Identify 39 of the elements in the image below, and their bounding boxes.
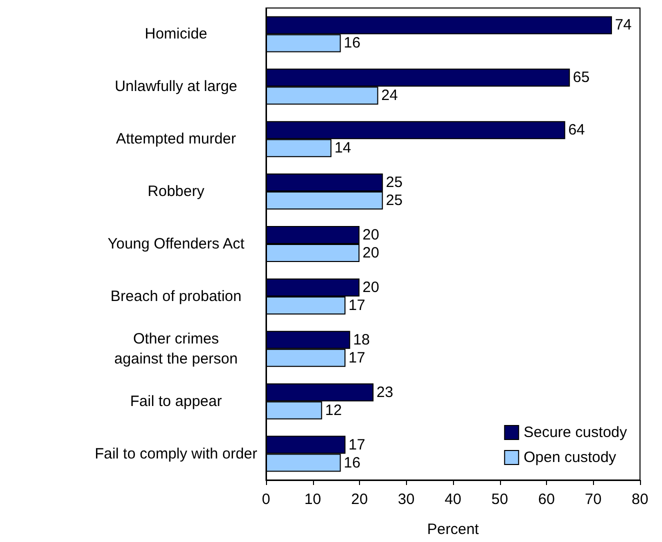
data-label: 16 (344, 454, 360, 472)
x-tick-label: 80 (632, 491, 648, 508)
x-tick-label: 10 (304, 491, 322, 508)
x-tick-label: 0 (262, 491, 270, 508)
data-label: 74 (614, 16, 632, 34)
data-label: 25 (386, 192, 403, 210)
x-tick-label: 30 (398, 491, 415, 508)
data-label: 17 (348, 296, 366, 314)
x-axis-title: Percent (427, 521, 480, 538)
legend-label: Secure custody (524, 424, 628, 441)
data-label: 12 (325, 402, 342, 419)
data-label: 17 (348, 349, 366, 366)
y-tick-label: Other crimes against the person (114, 330, 238, 368)
y-tick-label: Fail to comply with order (94, 445, 258, 462)
x-tick-label: 40 (444, 491, 462, 508)
y-tick-label: Breach of probation (110, 288, 242, 305)
y-tick-label: Young Offenders Act (108, 236, 246, 252)
y-tick-label: Fail to appear (130, 392, 222, 410)
data-label: 24 (381, 87, 398, 104)
data-label: 14 (334, 140, 352, 157)
x-tick-label: 50 (491, 491, 508, 508)
data-label: 16 (344, 34, 360, 52)
y-tick-label: Attempted murder (116, 130, 236, 148)
y-tick-label: Unlawfully at large (114, 78, 238, 96)
data-label: 17 (348, 436, 366, 454)
data-label: 25 (386, 174, 403, 192)
data-label: 23 (376, 384, 394, 401)
x-tick-label: 70 (584, 491, 602, 508)
x-tick-label: 20 (351, 491, 368, 508)
data-label: 18 (353, 331, 370, 348)
y-tick-label: Homicide (144, 26, 208, 43)
data-label: 20 (362, 226, 380, 244)
data-label: 20 (362, 278, 380, 296)
y-tick-label: Robbery (148, 183, 205, 200)
legend-label: Open custody (524, 449, 617, 466)
data-label: 20 (362, 244, 380, 262)
data-label: 64 (568, 122, 585, 139)
x-tick-label: 60 (538, 491, 555, 508)
data-label: 65 (572, 69, 590, 86)
